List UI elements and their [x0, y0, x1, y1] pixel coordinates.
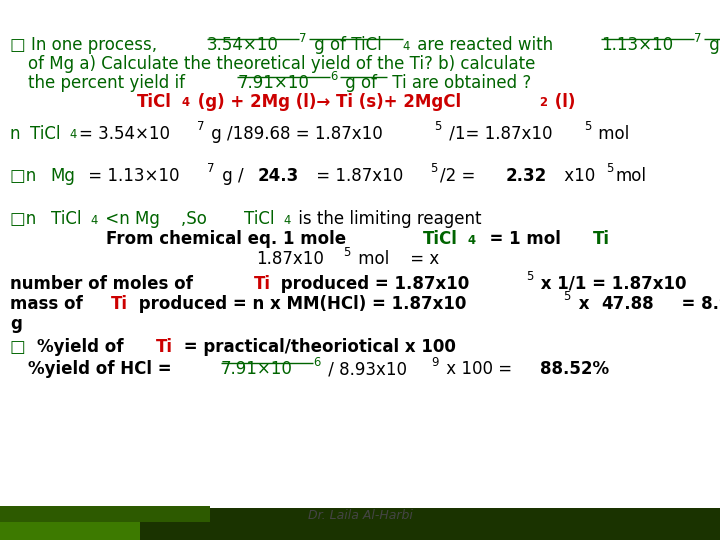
Text: 5: 5: [343, 246, 351, 259]
Text: 24.3: 24.3: [258, 167, 300, 185]
Text: 7: 7: [207, 163, 215, 176]
Text: x: x: [573, 295, 595, 313]
Text: = 1.13×10: = 1.13×10: [83, 167, 179, 185]
Text: %yield of: %yield of: [37, 338, 130, 356]
Text: g of: g of: [340, 74, 377, 92]
Text: /1= 1.87x10: /1= 1.87x10: [444, 125, 552, 143]
Text: 1.13×10: 1.13×10: [601, 36, 673, 54]
Text: 2: 2: [539, 97, 547, 110]
Text: = 3.54×10: = 3.54×10: [79, 125, 170, 143]
Text: /2 =: /2 =: [440, 167, 491, 185]
Text: 5: 5: [526, 271, 534, 284]
Text: Dr. Laila Al-Harbi: Dr. Laila Al-Harbi: [307, 509, 413, 522]
Bar: [0, 522, 140, 540]
Text: g /: g /: [217, 167, 249, 185]
Text: mol: mol: [593, 125, 629, 143]
Text: □: □: [10, 338, 31, 356]
Text: 5: 5: [606, 163, 613, 176]
Text: produced = 1.87x10: produced = 1.87x10: [275, 275, 469, 293]
Text: = practical/theoriotical x 100: = practical/theoriotical x 100: [178, 338, 456, 356]
Text: 5: 5: [431, 163, 438, 176]
Text: 4: 4: [181, 97, 189, 110]
Text: (l): (l): [549, 93, 576, 111]
Text: n: n: [10, 125, 26, 143]
Text: Ti: Ti: [253, 275, 271, 293]
Text: g /189.68 = 1.87x10: g /189.68 = 1.87x10: [207, 125, 383, 143]
Text: Ti: Ti: [156, 338, 173, 356]
Text: 1.87x10: 1.87x10: [256, 250, 324, 268]
Text: Ti are obtained ?: Ti are obtained ?: [387, 74, 531, 92]
Text: 5: 5: [434, 120, 442, 133]
Text: 3.54×10: 3.54×10: [207, 36, 279, 54]
Text: 4: 4: [284, 213, 291, 226]
Text: TiCl: TiCl: [244, 210, 275, 228]
Text: Ti: Ti: [112, 295, 128, 313]
Text: x 1/1 = 1.87x10: x 1/1 = 1.87x10: [536, 275, 687, 293]
Text: TiCl: TiCl: [50, 210, 81, 228]
Bar: [0, 508, 720, 540]
Text: = 8.93x10: = 8.93x10: [670, 295, 720, 313]
Text: 7.91×10: 7.91×10: [221, 360, 292, 378]
Text: 6: 6: [313, 355, 321, 368]
Text: 7: 7: [300, 31, 307, 44]
Text: x 100 =: x 100 =: [441, 360, 518, 378]
Text: TiCl: TiCl: [137, 93, 171, 111]
Text: 7.91×10: 7.91×10: [238, 74, 309, 92]
Text: 9: 9: [431, 355, 439, 368]
Text: 5: 5: [584, 120, 591, 133]
Text: produced = n x MM(HCl) = 1.87x10: produced = n x MM(HCl) = 1.87x10: [133, 295, 467, 313]
Text: mol    = x: mol = x: [353, 250, 439, 268]
Text: g: g: [704, 36, 720, 54]
Text: 4: 4: [70, 129, 77, 141]
Text: 4: 4: [403, 39, 410, 52]
Text: are reacted with: are reacted with: [413, 36, 559, 54]
Text: number of moles of: number of moles of: [10, 275, 199, 293]
Text: 47.88: 47.88: [602, 295, 654, 313]
Text: 5: 5: [563, 291, 571, 303]
Text: □n: □n: [10, 167, 42, 185]
Text: %yield of HCl =: %yield of HCl =: [28, 360, 177, 378]
Text: Mg: Mg: [50, 167, 76, 185]
Text: 7: 7: [694, 31, 702, 44]
Text: <n Mg    ,So: <n Mg ,So: [99, 210, 212, 228]
Text: 6: 6: [330, 70, 338, 83]
Text: of Mg a) Calculate the theoretical yield of the Ti? b) calculate: of Mg a) Calculate the theoretical yield…: [28, 55, 536, 73]
Text: is the limiting reagent: is the limiting reagent: [293, 210, 482, 228]
Text: 4: 4: [90, 213, 97, 226]
Text: = 1 mol: = 1 mol: [478, 230, 567, 248]
Text: / 8.93x10: / 8.93x10: [323, 360, 407, 378]
Text: x10: x10: [559, 167, 595, 185]
Text: g: g: [10, 315, 22, 333]
Text: the percent yield if: the percent yield if: [28, 74, 190, 92]
Text: Ti: Ti: [593, 230, 610, 248]
Text: 88.52%: 88.52%: [539, 360, 608, 378]
Text: □n: □n: [10, 210, 42, 228]
Text: TiCl: TiCl: [423, 230, 458, 248]
Text: mol: mol: [616, 167, 647, 185]
Text: TiCl: TiCl: [30, 125, 60, 143]
Text: 2.32: 2.32: [506, 167, 547, 185]
Text: mass of: mass of: [10, 295, 89, 313]
Text: = 1.87x10: = 1.87x10: [311, 167, 403, 185]
Text: (g) + 2Mg (l)→ Ti (s)+ 2MgCl: (g) + 2Mg (l)→ Ti (s)+ 2MgCl: [192, 93, 461, 111]
Bar: [0, 506, 210, 522]
Text: From chemical eq. 1 mole: From chemical eq. 1 mole: [106, 230, 351, 248]
Text: g of TiCl: g of TiCl: [309, 36, 382, 54]
Text: 7: 7: [197, 120, 204, 133]
Text: 4: 4: [468, 233, 476, 246]
Text: □ In one process,: □ In one process,: [10, 36, 163, 54]
